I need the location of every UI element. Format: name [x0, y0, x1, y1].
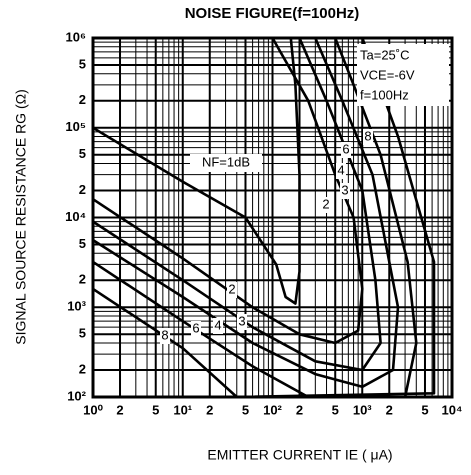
- x-tick-label: 10¹: [173, 402, 192, 417]
- y-tick-label: 5: [79, 146, 86, 161]
- x-tick-label: 10²: [263, 402, 282, 417]
- label-box: [191, 321, 201, 337]
- contour-label: 3: [341, 182, 348, 197]
- contour-label: NF=1dB: [202, 154, 250, 169]
- contour-line: [92, 37, 301, 305]
- label-box: [340, 183, 350, 199]
- y-tick-label: 2: [79, 272, 86, 287]
- x-tick-label: 2: [206, 402, 213, 417]
- contour-label: 6: [342, 141, 349, 156]
- x-tick-label: 5: [332, 402, 339, 417]
- y-axis-label: SIGNAL SOURCE RESISTANCE RG (Ω): [13, 89, 29, 345]
- y-tick-label: 10⁶: [66, 29, 86, 44]
- label-box: [227, 282, 237, 298]
- label-box: [336, 163, 346, 179]
- y-tick-label: 5: [79, 326, 86, 341]
- x-tick-label: 5: [421, 402, 428, 417]
- y-tick-label: 2: [79, 361, 86, 376]
- chart-title: NOISE FIGURE(f=100Hz): [185, 5, 360, 22]
- label-box: [321, 197, 331, 213]
- label-box: [160, 328, 170, 344]
- label-box: [213, 318, 223, 334]
- contour-label: 6: [192, 320, 199, 335]
- label-box: [363, 129, 373, 145]
- contour-label: 2: [322, 196, 329, 211]
- label-box: [190, 154, 262, 172]
- annotation-box: [357, 44, 449, 106]
- y-tick-label: 2: [79, 182, 86, 197]
- contour-label: 8: [161, 327, 168, 342]
- annotation: f=100Hz: [360, 87, 409, 102]
- x-tick-label: 10⁴: [442, 402, 463, 417]
- annotation: Ta=25˚C: [360, 47, 410, 62]
- y-tick-label: 10⁴: [65, 209, 86, 224]
- x-tick-label: 2: [296, 402, 303, 417]
- y-tick-label: 10²: [67, 388, 86, 403]
- x-tick-label: 5: [152, 402, 159, 417]
- y-tick-label: 2: [79, 92, 86, 107]
- contour-label: 8: [364, 128, 371, 143]
- y-tick-label: 5: [79, 56, 86, 71]
- label-box: [341, 142, 351, 158]
- contour-line: [92, 37, 436, 399]
- y-tick-label: 5: [79, 236, 86, 251]
- contour-label: 2: [228, 281, 235, 296]
- x-tick-label: 5: [242, 402, 249, 417]
- contour-line: [92, 37, 418, 399]
- label-box: [237, 314, 247, 330]
- x-tick-label: 10⁰: [83, 402, 103, 417]
- y-tick-label: 10³: [67, 299, 86, 314]
- contour-label: 4: [214, 317, 221, 332]
- y-tick-label: 10⁵: [65, 119, 86, 134]
- annotation: VCE=-6V: [360, 67, 415, 82]
- contour-label: 3: [238, 313, 245, 328]
- x-axis-label: EMITTER CURRENT IE ( μA): [207, 447, 392, 463]
- contour-label: 4: [337, 162, 344, 177]
- x-tick-label: 2: [116, 402, 123, 417]
- x-tick-label: 2: [386, 402, 393, 417]
- x-tick-label: 10³: [353, 402, 372, 417]
